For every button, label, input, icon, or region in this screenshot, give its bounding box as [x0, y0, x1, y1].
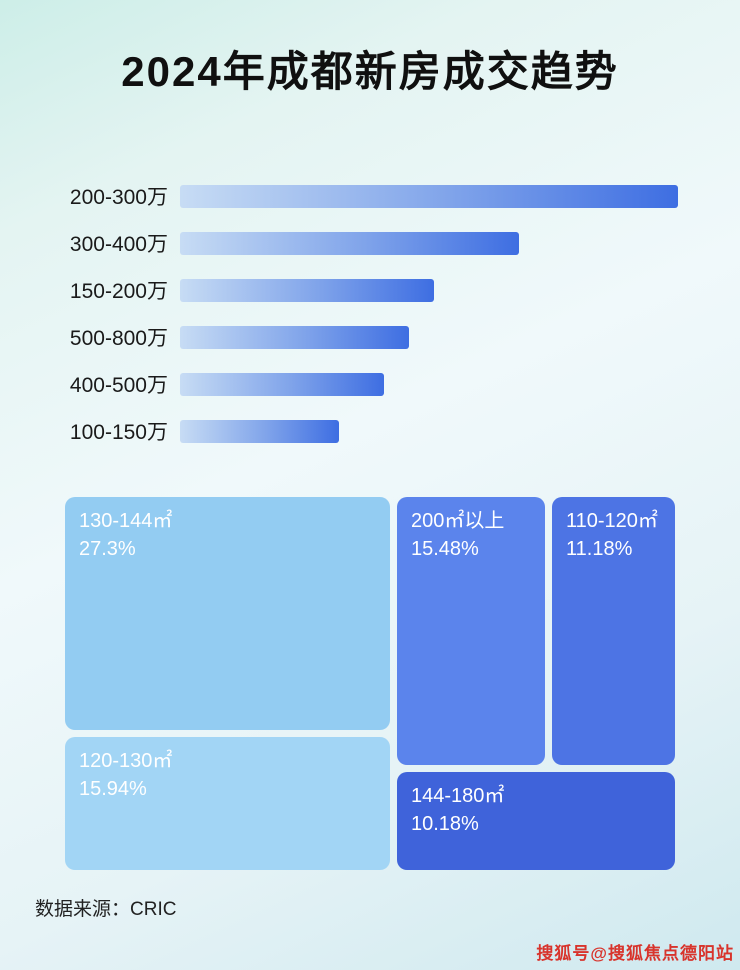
bar-fill — [180, 372, 385, 396]
treemap-cell-value: 10.18% — [411, 813, 479, 835]
treemap-cell-label: 200㎡以上 — [411, 510, 505, 532]
treemap-cell-value: 11.18% — [566, 538, 633, 560]
bar-label: 400-500万 — [69, 374, 168, 397]
bar-fill — [180, 184, 678, 208]
watermark-text: 搜狐号@搜狐焦点德阳站 — [536, 944, 734, 963]
bar-track — [180, 231, 678, 255]
treemap-cell: 120-130㎡ 15.94% — [65, 737, 390, 870]
treemap-cell: 144-180㎡ 10.18% — [397, 772, 675, 870]
bar-row: 100-150万 — [28, 419, 678, 444]
bar-fill — [180, 231, 519, 255]
bar-track — [180, 325, 678, 349]
price-band-bar-chart: 200-300万 300-400万 150-200万 500-800万 400-… — [28, 184, 678, 466]
bar-row: 400-500万 — [28, 372, 678, 397]
page-title: 2024年成都新房成交趋势 — [121, 48, 619, 95]
bar-track — [180, 278, 678, 302]
treemap-cell-label: 110-120㎡ — [566, 510, 658, 532]
bar-label: 150-200万 — [69, 280, 168, 303]
treemap-cell-label: 130-144㎡ — [79, 510, 173, 532]
bar-track — [180, 372, 678, 396]
bar-label: 500-800万 — [69, 327, 168, 350]
bar-fill — [180, 419, 340, 443]
bar-label: 200-300万 — [69, 186, 168, 209]
bar-row: 150-200万 — [28, 278, 678, 303]
bar-fill — [180, 278, 434, 302]
bar-fill — [180, 325, 410, 349]
bar-row: 500-800万 — [28, 325, 678, 350]
bar-label: 300-400万 — [69, 233, 168, 256]
treemap-cell-value: 15.48% — [411, 538, 479, 560]
bar-row: 300-400万 — [28, 231, 678, 256]
area-share-treemap: 130-144㎡ 27.3% 120-130㎡ 15.94% 200㎡以上 15… — [65, 497, 675, 870]
bar-row: 200-300万 — [28, 184, 678, 209]
treemap-cell-value: 27.3% — [79, 538, 136, 560]
treemap-cell: 110-120㎡ 11.18% — [552, 497, 675, 765]
treemap-cell-value: 15.94% — [79, 778, 147, 800]
bar-track — [180, 184, 678, 208]
treemap-cell: 130-144㎡ 27.3% — [65, 497, 390, 730]
treemap-cell: 200㎡以上 15.48% — [397, 497, 545, 765]
data-source-note: 数据来源：CRIC — [35, 899, 177, 920]
bar-track — [180, 419, 678, 443]
treemap-cell-label: 144-180㎡ — [411, 785, 505, 807]
bar-label: 100-150万 — [69, 421, 168, 444]
treemap-cell-label: 120-130㎡ — [79, 750, 173, 772]
